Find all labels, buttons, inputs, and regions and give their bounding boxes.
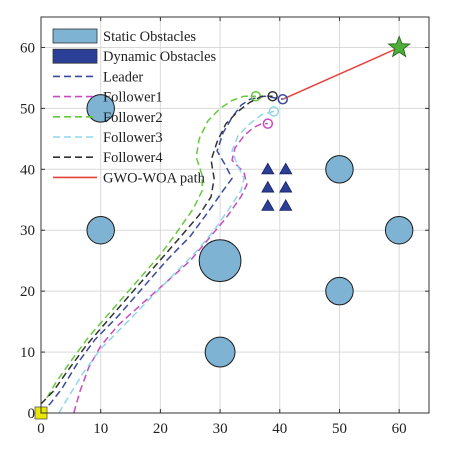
series-follower1	[73, 122, 268, 414]
legend-label: Follower1	[103, 90, 163, 106]
legend-label: Leader	[103, 69, 143, 85]
series-end-marker	[267, 90, 278, 102]
static-obstacle	[384, 216, 414, 245]
x-tick-label: 10	[93, 421, 108, 437]
dynamic-obstacle	[261, 199, 275, 211]
x-tick-label: 60	[392, 421, 407, 437]
legend-label: Follower4	[103, 150, 163, 166]
dynamic-obstacle	[261, 180, 275, 193]
static-obstacle	[86, 216, 115, 245]
y-tick-label: 60	[20, 40, 35, 56]
series-end-marker	[277, 93, 289, 105]
legend-label: Dynamic Obstacles	[103, 49, 217, 65]
y-tick-label: 10	[20, 345, 35, 361]
x-tick-label: 40	[272, 421, 287, 437]
dynamic-obstacle	[261, 162, 275, 175]
static-obstacle	[325, 155, 354, 184]
legend-label: GWO-WOA path	[103, 170, 206, 186]
x-tick-label: 0	[37, 421, 45, 437]
plot-frame	[40, 16, 430, 414]
static-obstacle	[325, 276, 354, 306]
series-end-marker	[262, 118, 274, 129]
x-tick-label: 20	[153, 421, 168, 437]
series-end-marker	[268, 106, 280, 117]
y-tick-label: 30	[20, 223, 35, 239]
legend-label: Follower2	[103, 110, 163, 126]
y-tick-label: 20	[20, 284, 35, 300]
x-tick-label: 30	[213, 421, 228, 437]
series-gwo-woa-path	[282, 46, 400, 100]
y-tick-label: 50	[20, 101, 35, 117]
legend-label: Static Obstacles	[103, 29, 196, 45]
legend-swatch	[52, 48, 98, 64]
dynamic-obstacle	[279, 180, 293, 193]
legend-swatch	[52, 28, 98, 44]
series-leader	[40, 95, 283, 414]
dynamic-obstacle	[279, 162, 293, 175]
x-tick-label: 50	[332, 421, 347, 437]
plot-background	[41, 17, 429, 413]
static-obstacle	[86, 94, 115, 123]
y-tick-label: 0	[28, 406, 36, 422]
dynamic-obstacle	[279, 199, 293, 211]
legend: Static Obstacles Dynamic Obstacles Leader F…	[52, 28, 217, 186]
y-tick-label: 40	[20, 162, 35, 178]
legend-label: Follower3	[103, 130, 163, 146]
goal-star-icon	[387, 35, 411, 58]
series-follower2	[46, 95, 256, 399]
series-follower3	[58, 110, 274, 414]
series-follower4	[40, 95, 273, 405]
static-obstacle	[204, 336, 236, 368]
static-obstacle	[198, 239, 242, 283]
